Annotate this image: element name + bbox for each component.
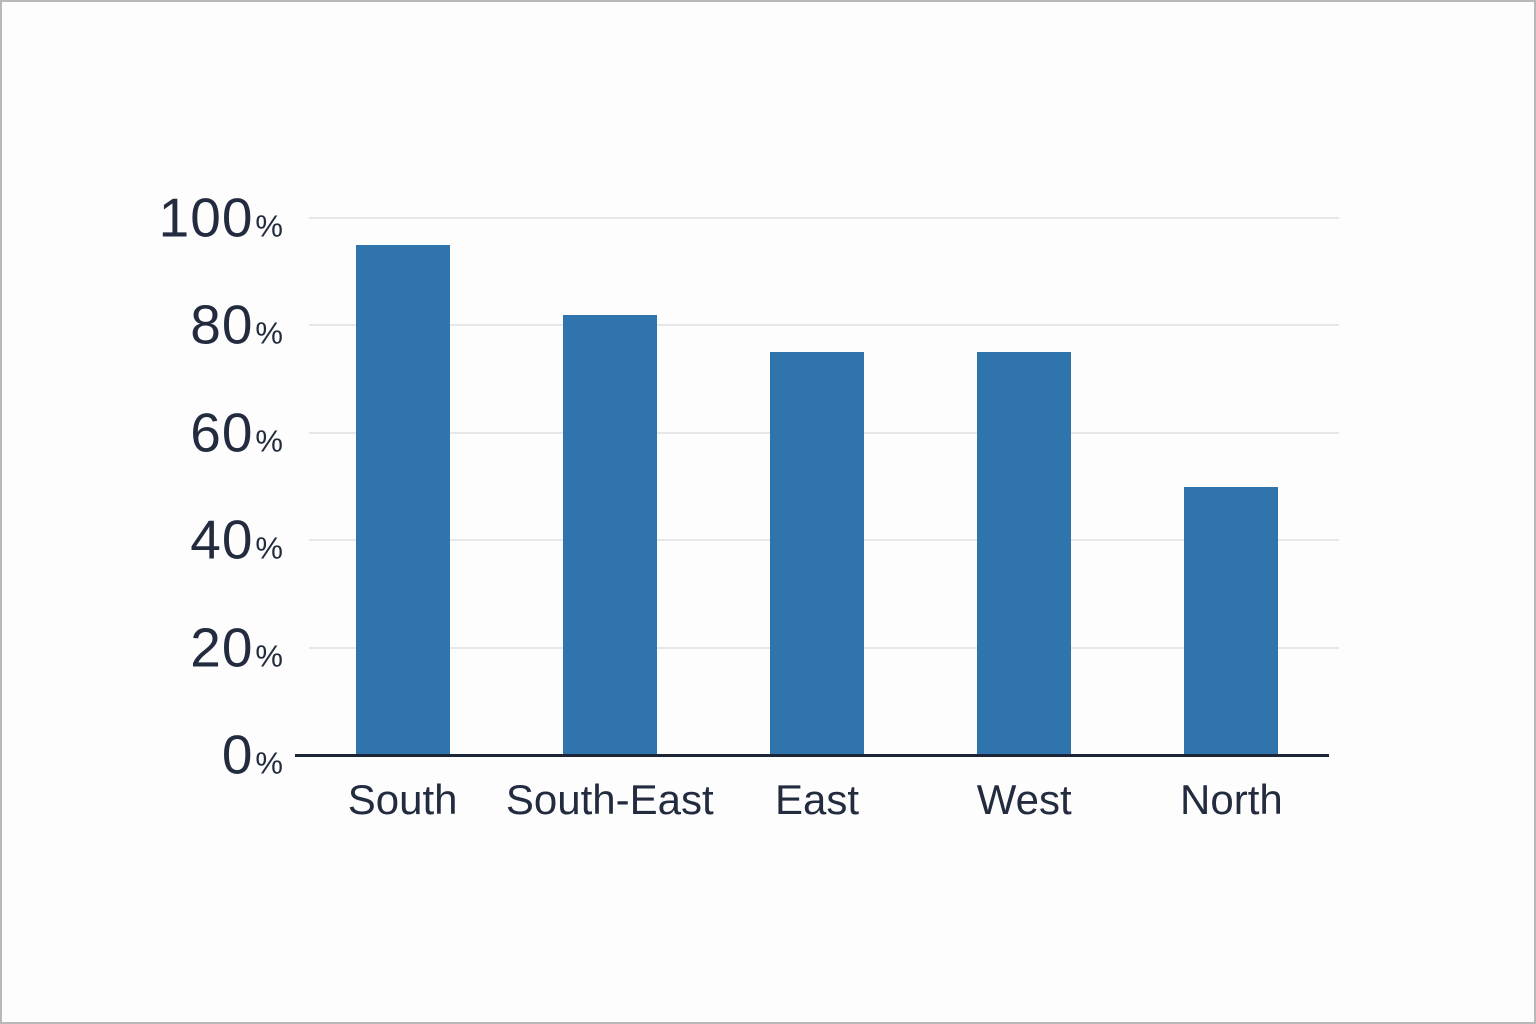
percent-sign: % — [255, 208, 283, 244]
x-category-label-north: North — [1180, 776, 1283, 823]
x-category-label-east: East — [774, 776, 860, 823]
y-tick-label-60: 60% — [190, 405, 283, 460]
y-tick-number: 20 — [190, 616, 254, 679]
gridline-80 — [309, 324, 1339, 327]
y-tick-label-40: 40% — [190, 508, 283, 571]
bar-east — [770, 352, 864, 755]
y-tick-label-0: 0% — [221, 723, 283, 786]
percent-sign: % — [255, 638, 283, 674]
bar-south-east — [562, 314, 657, 755]
y-tick-number: 60 — [190, 401, 254, 464]
x-category-label-south-east: South-East — [505, 776, 714, 823]
x-category-label-west: West — [976, 776, 1072, 823]
y-tick-number: 40 — [190, 508, 254, 571]
y-tick-label-80: 80% — [190, 293, 283, 356]
bar-north — [1184, 486, 1279, 755]
bar-chart: 0% 20% 40% 60% 80% 100% South South-East East We… — [159, 190, 1339, 821]
percent-sign: % — [255, 530, 283, 566]
y-tick-label-20: 20% — [190, 620, 283, 675]
y-tick-number: 80 — [190, 293, 254, 356]
bar-west — [977, 352, 1072, 755]
x-axis-line — [295, 754, 1329, 757]
gridline-100 — [309, 217, 1339, 219]
percent-sign: % — [255, 315, 283, 351]
y-tick-label-100: 100% — [158, 186, 283, 249]
bar-south — [355, 244, 450, 755]
percent-sign: % — [255, 423, 283, 459]
percent-sign: % — [255, 745, 283, 781]
y-tick-number: 0 — [221, 723, 254, 786]
y-tick-number: 100 — [158, 186, 254, 249]
x-category-label-south: South — [347, 776, 458, 823]
